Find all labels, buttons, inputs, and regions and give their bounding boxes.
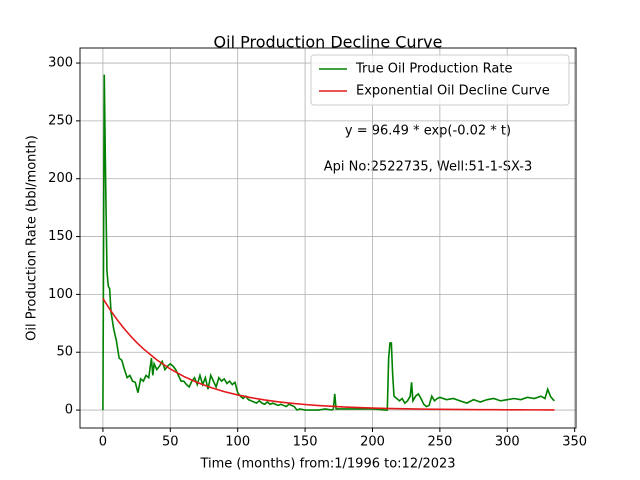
x-tick-label: 350 — [562, 435, 587, 450]
y-axis-label: Oil Production Rate (bbl/month) — [25, 135, 40, 341]
legend-box — [310, 54, 570, 106]
axes-frame — [79, 47, 577, 429]
x-tick-label: 50 — [162, 435, 179, 450]
y-tick-label: 150 — [48, 229, 73, 244]
x-axis-label: Time (months) from:1/1996 to:12/2023 — [199, 457, 455, 472]
x-tick-label: 0 — [99, 435, 107, 450]
x-tick-label: 200 — [360, 435, 385, 450]
chart-title: Oil Production Decline Curve — [214, 33, 443, 52]
y-tick-label: 0 — [65, 403, 73, 418]
y-tick-label: 250 — [48, 113, 73, 128]
x-tick-label: 300 — [495, 435, 520, 450]
legend-label: Exponential Oil Decline Curve — [356, 84, 550, 99]
data-line — [102, 298, 555, 411]
x-tick-label: 150 — [293, 435, 318, 450]
y-tick-label: 300 — [48, 56, 73, 71]
annotation: y = 96.49 * exp(-0.02 * t) — [345, 124, 511, 139]
x-tick-label: 250 — [427, 435, 452, 450]
x-tick-label: 100 — [225, 435, 250, 450]
annotation: Api No:2522735, Well:51-1-SX-3 — [324, 160, 532, 175]
y-tick-label: 200 — [48, 171, 73, 186]
legend-label: True Oil Production Rate — [355, 62, 512, 77]
data-line — [102, 74, 555, 412]
y-tick-label: 100 — [48, 287, 73, 302]
y-tick-label: 50 — [56, 345, 73, 360]
